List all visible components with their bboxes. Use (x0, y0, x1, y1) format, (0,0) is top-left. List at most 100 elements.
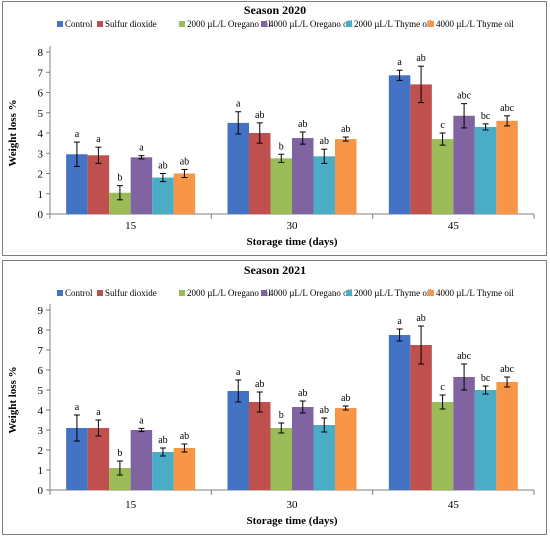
y-tick-label: 4 (38, 405, 44, 417)
bar-2-1 (270, 158, 292, 214)
significance-letter: a (75, 129, 80, 140)
legend-swatch-2 (179, 21, 185, 27)
bar-4-1 (313, 156, 335, 214)
legend-swatch-0 (57, 290, 63, 296)
legend-label-0: Control (65, 288, 93, 298)
significance-letter: a (75, 402, 80, 413)
bar-0-0 (66, 154, 88, 214)
bar-1-2 (410, 345, 432, 490)
significance-letter: a (96, 407, 101, 418)
x-tick-label: 45 (448, 220, 460, 232)
significance-letter: ab (255, 379, 264, 390)
significance-letter: ab (180, 431, 189, 442)
legend-label-1: Sulfur dioxide (105, 19, 157, 29)
bar-4-2 (474, 126, 497, 214)
bar-5-0 (173, 448, 196, 490)
bar-1-1 (249, 133, 271, 214)
y-tick-label: 7 (38, 345, 44, 357)
bar-4-2 (474, 390, 497, 490)
bar-4-1 (313, 425, 335, 490)
x-tick-label: 15 (125, 499, 137, 511)
bar-0-1 (227, 391, 249, 490)
y-tick-label: 3 (38, 148, 44, 160)
significance-letter: a (139, 415, 144, 426)
legend-label-2: 2000 µL/L Oregano oil (187, 19, 271, 29)
legend-label-4: 2000 µL/L Thyme oil (354, 19, 432, 29)
significance-letter: a (397, 316, 402, 327)
y-tick-label: 2 (38, 445, 44, 457)
bar-5-1 (335, 139, 357, 214)
bar-2-2 (431, 402, 454, 490)
bar-2-1 (270, 428, 292, 490)
bar-5-2 (496, 382, 518, 490)
y-tick-label: 8 (38, 325, 44, 337)
significance-letter: ab (320, 405, 329, 416)
y-tick-label: 9 (38, 305, 44, 317)
significance-letter: ab (255, 110, 264, 121)
significance-letter: a (236, 99, 241, 110)
y-tick-label: 5 (38, 385, 44, 397)
chart-1: Season 2021 Control Sulfur dioxide 2000 µL/… (7, 263, 535, 527)
legend-swatch-5 (428, 21, 434, 27)
significance-letter: b (279, 410, 284, 421)
legend-swatch-1 (97, 21, 103, 27)
chart-title: Season 2020 (244, 3, 306, 17)
significance-letter: a (236, 367, 241, 378)
bar-4-0 (152, 177, 174, 214)
significance-letter: ab (416, 313, 425, 324)
bar-5-2 (496, 120, 518, 214)
legend-swatch-0 (57, 21, 63, 27)
y-tick-label: 2 (38, 169, 44, 181)
bar-5-0 (173, 173, 196, 214)
significance-letter: abc (500, 364, 514, 375)
significance-letter: bc (481, 111, 491, 122)
legend-swatch-4 (346, 290, 352, 296)
significance-letter: a (96, 134, 101, 145)
significance-letter: ab (158, 435, 167, 446)
bar-3-1 (292, 407, 314, 490)
significance-letter: abc (457, 91, 471, 102)
bar-5-1 (335, 408, 357, 490)
chart-0: Season 2020 Control Sulfur dioxide 2000 µL/… (7, 3, 535, 248)
bar-1-2 (410, 84, 432, 215)
bar-4-0 (152, 452, 174, 490)
y-axis-title: Weight loss % (7, 99, 19, 166)
significance-letter: ab (416, 53, 425, 64)
significance-letter: ab (180, 156, 189, 167)
legend-swatch-2 (179, 290, 185, 296)
bar-2-2 (431, 139, 454, 214)
bar-0-0 (66, 428, 88, 490)
legend-swatch-3 (261, 21, 267, 27)
y-tick-label: 5 (38, 108, 44, 120)
significance-letter: abc (457, 351, 471, 362)
significance-letter: ab (298, 119, 307, 130)
bar-0-2 (388, 335, 411, 490)
bar-2-0 (109, 192, 131, 214)
significance-letter: b (117, 173, 122, 184)
legend-swatch-1 (97, 290, 103, 296)
legend-label-4: 2000 µL/L Thyme oil (354, 288, 432, 298)
bar-3-2 (453, 115, 475, 214)
legend-swatch-4 (346, 21, 352, 27)
bar-3-1 (292, 138, 314, 214)
bar-2-0 (109, 468, 131, 490)
legend-label-3: 4000 µL/L Oregano oil (269, 19, 353, 29)
bar-3-0 (130, 157, 153, 214)
significance-letter: b (117, 448, 122, 459)
legend-label-0: Control (65, 19, 93, 29)
significance-letter: a (139, 143, 144, 154)
significance-letter: a (397, 57, 402, 68)
y-tick-label: 3 (38, 425, 44, 437)
legend-label-5: 4000 µL/L Thyme oil (436, 288, 514, 298)
significance-letter: ab (320, 136, 329, 147)
bar-1-1 (249, 402, 271, 490)
x-axis-title: Storage time (days) (246, 236, 337, 248)
y-axis-title: Weight loss % (7, 366, 19, 433)
x-tick-label: 30 (287, 499, 299, 511)
significance-letter: c (440, 382, 445, 393)
bar-1-0 (87, 428, 110, 490)
bar-3-0 (130, 430, 153, 490)
y-tick-label: 6 (38, 88, 44, 100)
significance-letter: bc (481, 373, 491, 384)
chart-title: Season 2021 (244, 263, 306, 277)
